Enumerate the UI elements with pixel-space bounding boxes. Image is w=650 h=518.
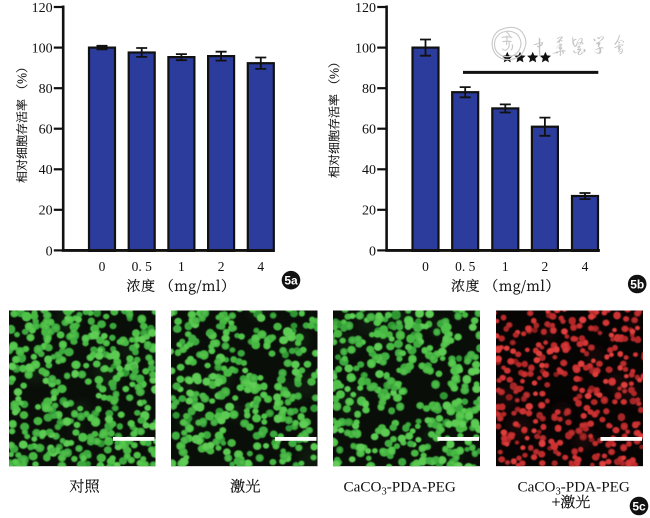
svg-text:2: 2 bbox=[218, 259, 225, 274]
svg-text:40: 40 bbox=[362, 163, 376, 178]
svg-text:100: 100 bbox=[32, 42, 53, 57]
svg-text:0: 0 bbox=[46, 244, 53, 259]
svg-text:40: 40 bbox=[39, 163, 53, 178]
svg-text:20: 20 bbox=[362, 204, 376, 219]
svg-text:120: 120 bbox=[355, 1, 376, 16]
svg-text:4: 4 bbox=[582, 259, 589, 274]
svg-text:0: 0 bbox=[99, 259, 106, 274]
svg-text:4: 4 bbox=[257, 259, 264, 274]
svg-text:5b: 5b bbox=[630, 277, 644, 291]
svg-text:100: 100 bbox=[355, 42, 376, 57]
svg-text:1: 1 bbox=[178, 259, 185, 274]
svg-text:2: 2 bbox=[542, 259, 549, 274]
svg-text:0. 5: 0. 5 bbox=[455, 259, 476, 274]
svg-text:1: 1 bbox=[502, 259, 509, 274]
svg-text:CaCO3-PDA-PEG: CaCO3-PDA-PEG bbox=[343, 478, 455, 497]
svg-text:60: 60 bbox=[362, 123, 376, 138]
svg-text:0: 0 bbox=[369, 244, 376, 259]
svg-text:20: 20 bbox=[39, 204, 53, 219]
svg-text:80: 80 bbox=[39, 82, 53, 97]
svg-text:120: 120 bbox=[32, 1, 53, 16]
svg-text:80: 80 bbox=[362, 82, 376, 97]
svg-text:0: 0 bbox=[422, 259, 429, 274]
svg-text:5a: 5a bbox=[284, 274, 298, 288]
svg-text:60: 60 bbox=[39, 123, 53, 138]
svg-text:CaCO3-PDA-PEG: CaCO3-PDA-PEG bbox=[517, 478, 629, 497]
svg-text:5c: 5c bbox=[632, 499, 646, 513]
svg-text:0. 5: 0. 5 bbox=[132, 259, 153, 274]
